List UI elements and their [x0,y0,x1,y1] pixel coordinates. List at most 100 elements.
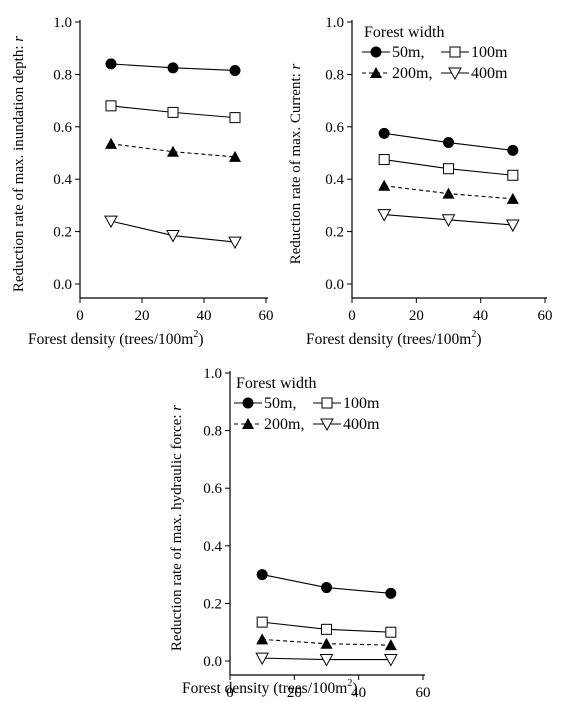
data-point [167,145,179,157]
x-tick-label: 0 [76,308,84,324]
x-axis-label-end: ) [352,680,357,697]
data-point [104,215,118,229]
y-tick-label: 0.2 [53,225,72,241]
x-axis-label: Forest density (trees/100m2) [28,329,203,348]
x-axis-label-text: Forest density (trees/100m [306,331,471,348]
legend-marker [449,46,461,58]
legend-label: 100m [343,395,380,412]
x-tick-label: 20 [135,308,150,324]
legend-label: 200m, [264,416,304,433]
y-tick-label: 0.4 [53,172,72,188]
data-point [321,582,332,594]
data-point [506,192,519,204]
y-axis-label-var: r [288,63,304,69]
x-tick-label: 20 [409,308,424,324]
data-point [229,64,241,76]
x-tick-label: 0 [226,685,234,701]
data-point [255,652,270,666]
y-tick-label: 0.6 [203,481,222,497]
chart-hydraulic-force: 0.0 0.2 0.4 0.6 0.8 1.0 0 20 40 60 Forest density … [169,366,431,701]
series-200m [378,179,519,204]
data-point [378,127,390,139]
series-400m [255,652,398,667]
data-point [256,633,269,645]
data-point [167,62,179,74]
y-axis-label: Reduction rate of max. hydraulic force: … [169,405,185,651]
legend: Forest width 50m, 100m 200m, 400m [362,24,508,82]
legend-label: 400m [471,65,508,82]
data-point [321,623,332,635]
legend-marker [370,67,382,78]
y-axis-label: Reduction rate of max. Current: r [288,63,304,264]
legend-title: Forest width [364,24,444,41]
y-axis-label-text: Reduction rate of max. inundation depth: [11,42,27,292]
data-point [228,236,242,250]
data-point [167,106,179,118]
data-point [229,150,241,162]
data-point [105,137,117,149]
y-tick-label: 0.0 [53,277,72,293]
data-point [320,637,333,649]
y-tick-label: 0.8 [203,424,222,440]
data-point [105,58,117,70]
series-200m [105,137,241,162]
x-tick-label: 60 [259,308,274,324]
data-point [378,154,390,166]
x-axis-label-text: Forest density (trees/100m [182,680,347,697]
legend-marker [370,46,382,58]
legend-label: 100m [471,44,508,61]
x-axis-label: Forest density (trees/100m2) [306,329,481,348]
x-tick-label: 0 [348,308,356,324]
data-point [442,187,455,199]
y-tick-label: 0.2 [325,225,344,241]
x-tick-label: 40 [351,685,366,701]
data-point [166,230,180,243]
legend-label: 400m [343,416,380,433]
y-tick-label: 0.6 [325,120,344,136]
series-100m [256,616,397,638]
series-100m [105,100,241,124]
legend: Forest width 50m, 100m 200m, 400m [234,375,380,433]
legend-label: 50m, [264,395,296,412]
data-point [319,654,334,667]
x-tick-label: 40 [197,308,212,324]
series-50m [105,58,241,76]
legend-marker [242,418,254,429]
y-tick-label: 1.0 [325,15,344,31]
data-point [441,214,456,227]
y-axis-label-text: Reduction rate of max. Current: [288,69,304,264]
data-point [507,169,519,181]
data-point [229,112,241,124]
y-tick-label: 0.0 [325,277,344,293]
x-axis-label-sup: 2 [471,329,476,340]
y-tick-label: 0.8 [325,67,344,83]
x-tick-label: 20 [287,685,302,701]
data-point [383,654,398,667]
data-point [385,626,397,638]
y-tick-label: 0.0 [203,654,222,670]
series-50m [256,569,397,599]
y-axis-label-var: r [169,405,185,411]
x-axis-label: Forest density (trees/100m2) [182,678,357,697]
legend-marker [448,67,462,81]
data-point [256,616,268,628]
data-point [378,179,391,191]
chart-current: 0.0 0.2 0.4 0.6 0.8 1.0 0 20 40 60 Forest density … [288,15,553,348]
data-point [507,144,519,156]
series-100m [378,154,519,181]
y-tick-label: 0.6 [53,120,72,136]
legend-label: 50m, [392,44,424,61]
series-400m [377,209,520,233]
data-point [256,569,268,581]
y-tick-label: 0.4 [203,539,222,555]
legend-label: 200m, [392,65,432,82]
x-axis-label-end: ) [198,331,203,348]
legend-title: Forest width [236,375,316,392]
data-point [443,163,454,175]
x-axis-label-sup: 2 [193,329,198,340]
data-point [384,639,397,651]
data-point [443,137,454,149]
legend-marker [320,418,334,432]
x-axis-label-text: Forest density (trees/100m [28,331,193,348]
